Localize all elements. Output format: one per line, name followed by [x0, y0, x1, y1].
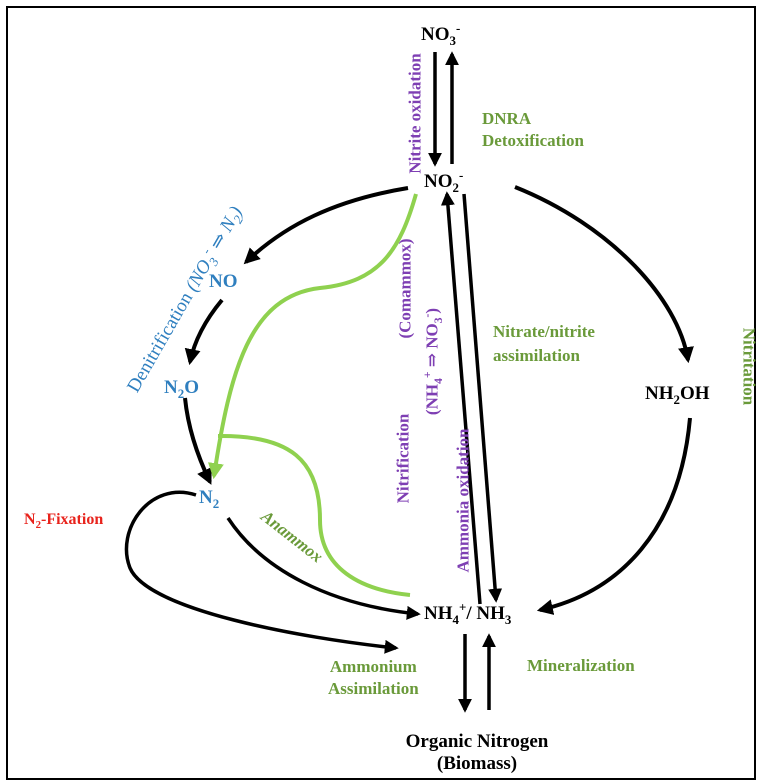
- nh2oh-oh: OH: [679, 383, 710, 404]
- label-nitrate-assimilation: Nitrate/nitrite assimilation: [493, 320, 595, 368]
- arrow-no2-to-no: [243, 186, 409, 265]
- n2-fixation-text: -Fixation: [41, 511, 104, 528]
- n2-fixation-subscript: 2: [35, 519, 41, 532]
- label-n2-fixation: N2-Fixation: [24, 511, 104, 532]
- dnra-text: DNRA: [482, 109, 532, 128]
- label-nh4-nh3: NH4+/ NH3: [424, 601, 511, 626]
- no2-text: NO: [424, 171, 453, 192]
- arrow-no-to-n2o: [184, 298, 224, 366]
- organic-nitrogen-line2: (Biomass): [436, 753, 518, 774]
- label-n2o: N2O: [164, 377, 199, 400]
- nitrif-formula-a: (NH: [422, 383, 442, 416]
- nh2oh-nh: NH: [645, 383, 674, 404]
- label-no2: NO2-: [424, 169, 463, 194]
- no2-subscript: 2: [452, 179, 459, 195]
- no2-superscript: -: [458, 167, 464, 183]
- label-mineralization: Mineralization: [527, 656, 635, 675]
- n2o-subscript: 2: [177, 385, 185, 401]
- nh3-text: / NH: [466, 603, 505, 624]
- n2o-n: N: [164, 377, 178, 398]
- label-organic-nitrogen: Organic Nitrogen (Biomass): [382, 731, 572, 775]
- nh4-text: NH: [424, 603, 453, 624]
- curve-anammox-nh4-to-n2: [217, 433, 411, 597]
- arrow-nh2oh-to-nh4: [536, 417, 692, 615]
- label-no: NO: [209, 271, 238, 292]
- arrow-n2o-to-n2: [183, 397, 212, 485]
- arrow-anammox-no2-to-n2: [208, 193, 418, 480]
- arrow-n2-fixation-loop: [124, 490, 399, 654]
- arrow-no2-to-nh4: [462, 193, 503, 603]
- nh4-subscript: 4: [452, 611, 459, 627]
- detoxification-text: Detoxification: [482, 131, 584, 150]
- n2-fixation-n: N: [24, 511, 36, 528]
- ammonium-line2: Assimilation: [328, 679, 419, 698]
- nitrif-close: ): [422, 307, 442, 314]
- label-nh2oh: NH2OH: [645, 383, 710, 406]
- nh4-superscript: +: [458, 599, 467, 615]
- nitrif-sup2: -: [420, 313, 434, 318]
- nitrate-assim-line1: Nitrate/nitrite: [493, 322, 595, 341]
- nitrif-sub2: 3: [431, 317, 445, 324]
- n2-subscript: 2: [212, 495, 220, 511]
- label-dnra-detox: DNRA Detoxification: [482, 108, 584, 152]
- label-nitrification: Nitrification: [393, 413, 413, 504]
- no3-superscript: -: [455, 20, 461, 36]
- organic-nitrogen-line1: Organic Nitrogen: [405, 731, 549, 752]
- nitrif-sub1: 4: [431, 378, 445, 384]
- arrow-n2-to-nh4: [226, 517, 421, 620]
- label-ammonium-assimilation: Ammonium Assimilation: [328, 656, 419, 700]
- nh3-subscript: 3: [504, 611, 512, 627]
- label-nitritation: Nitritation: [739, 327, 759, 406]
- nh2oh-subscript: 2: [673, 391, 680, 407]
- label-ammonia-oxidation: Ammonia oxidation: [453, 428, 473, 573]
- no3-text: NO: [421, 24, 450, 45]
- label-comammox: (Comammox): [395, 238, 415, 339]
- diagram-frame: [6, 6, 756, 780]
- ammonium-line1: Ammonium: [329, 657, 417, 676]
- nitrif-sup1: +: [420, 371, 434, 379]
- arrow-nh4-to-no2: [440, 191, 482, 605]
- nitrif-arrow: ⇒ NO: [422, 323, 442, 372]
- no3-subscript: 3: [449, 32, 456, 48]
- label-no3: NO3-: [421, 22, 460, 47]
- n2o-o: O: [184, 377, 199, 398]
- n2-n: N: [199, 487, 213, 508]
- label-nitrification-formula: (NH4+ ⇒ NO3-): [420, 297, 445, 427]
- nitrate-assim-line2: assimilation: [493, 346, 580, 365]
- arrow-no2-to-nh2oh: [514, 185, 694, 364]
- label-n2: N2: [199, 487, 219, 510]
- label-nitrite-oxidation: Nitrite oxidation: [405, 53, 425, 174]
